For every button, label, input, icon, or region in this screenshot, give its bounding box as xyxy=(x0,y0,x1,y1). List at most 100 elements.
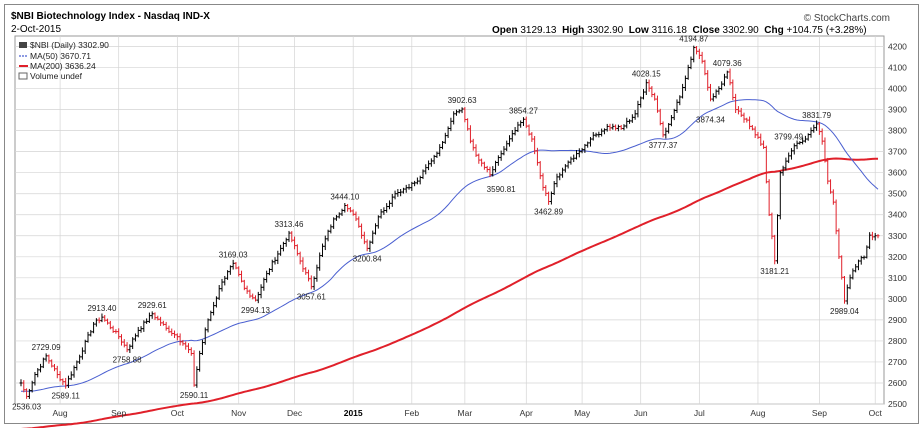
price-bar xyxy=(840,255,844,280)
price-bar xyxy=(466,118,470,131)
price-bar xyxy=(125,342,129,353)
price-bar xyxy=(173,330,177,338)
price-bar xyxy=(33,371,37,386)
x-tick-label: Feb xyxy=(404,408,419,418)
close-label: Close xyxy=(692,25,720,36)
x-tick-label: Sep xyxy=(111,408,126,418)
price-bar xyxy=(415,177,419,185)
price-bar xyxy=(709,83,713,102)
price-bar xyxy=(50,359,54,368)
x-tick-label: 2015 xyxy=(344,408,363,418)
legend-ma50: MA(50) 3670.71 xyxy=(30,51,91,61)
price-bar xyxy=(106,318,110,325)
price-bar xyxy=(566,160,570,169)
price-bar xyxy=(703,59,707,76)
price-bar xyxy=(44,353,48,362)
price-bar xyxy=(759,133,763,146)
price-annotation: 2913.40 xyxy=(87,304,116,313)
y-tick-label: 4000 xyxy=(888,84,907,94)
price-bar xyxy=(195,366,199,388)
price-bar xyxy=(346,203,350,212)
price-annotation: 3462.89 xyxy=(534,207,563,216)
price-bar xyxy=(438,144,442,157)
price-bar xyxy=(728,68,732,86)
legend-price-swatch xyxy=(19,42,27,48)
price-bar xyxy=(429,158,433,167)
price-bar xyxy=(672,108,676,121)
chart-date: 2-Oct-2015 xyxy=(11,24,62,35)
y-tick-label: 3000 xyxy=(888,294,907,304)
price-bar xyxy=(535,147,539,166)
price-bar xyxy=(692,45,696,63)
price-bar xyxy=(552,181,556,196)
y-tick-label: 2500 xyxy=(888,399,907,409)
y-tick-label: 3500 xyxy=(888,189,907,199)
price-bar xyxy=(83,339,87,355)
price-bar xyxy=(192,350,196,387)
price-bar xyxy=(650,86,654,98)
price-bar xyxy=(108,320,112,330)
price-bar xyxy=(167,325,171,334)
ma50-series xyxy=(21,99,879,392)
price-bar xyxy=(228,265,232,275)
price-bar xyxy=(212,301,216,316)
price-bar xyxy=(357,216,361,228)
chart-title: $NBI Biotechnology Index - Nasdaq IND-X xyxy=(11,11,210,22)
x-tick-label: Jun xyxy=(634,408,648,418)
legend-volume-swatch xyxy=(18,72,28,80)
price-bar xyxy=(189,347,193,356)
price-bar xyxy=(407,183,411,190)
price-bar xyxy=(309,275,313,290)
price-bar xyxy=(248,289,252,298)
price-bar xyxy=(279,244,283,256)
price-bar xyxy=(159,316,163,326)
price-bar xyxy=(251,293,255,300)
price-bar xyxy=(868,232,872,250)
price-bar xyxy=(561,167,565,178)
price-bar xyxy=(725,70,729,79)
price-bar xyxy=(597,131,601,138)
chg-value: +104.75 (+3.28%) xyxy=(786,25,867,36)
price-bar xyxy=(52,363,56,372)
price-bar xyxy=(809,127,813,138)
price-bar xyxy=(184,341,188,350)
price-bar xyxy=(145,318,149,324)
price-bar xyxy=(547,191,551,205)
price-bar xyxy=(463,107,467,123)
price-bar xyxy=(706,70,710,91)
price-bar xyxy=(150,311,154,319)
price-bar xyxy=(170,328,174,336)
price-bar xyxy=(655,95,659,113)
price-bar xyxy=(460,107,464,114)
price-bar xyxy=(340,208,344,216)
price-bar xyxy=(776,214,780,264)
price-annotation: 2989.04 xyxy=(830,307,859,316)
price-bar xyxy=(186,343,190,354)
price-bar xyxy=(75,360,79,371)
price-bar xyxy=(245,285,249,294)
price-annotation: 2929.61 xyxy=(138,301,167,310)
open-value: 3129.13 xyxy=(520,25,557,36)
price-bar xyxy=(524,116,528,129)
x-axis: Aug Sep Oct Nov Dec 2015 Feb Mar Apr May Jun Jul Aug… xyxy=(53,408,883,418)
price-bar xyxy=(231,259,235,270)
price-annotation: 3854.27 xyxy=(509,106,538,115)
price-annotation: 2536.03 xyxy=(12,402,41,411)
price-bar xyxy=(625,117,629,129)
price-annotation: 2994.13 xyxy=(241,306,270,315)
price-bar xyxy=(636,100,640,118)
price-bar xyxy=(72,365,76,378)
price-bars xyxy=(19,45,880,399)
price-bar xyxy=(374,223,378,235)
price-bar xyxy=(424,164,428,175)
price-bar xyxy=(234,262,238,270)
brand-logo[interactable]: © StockCharts.com xyxy=(803,13,890,24)
y-tick-label: 3800 xyxy=(888,126,907,136)
y-tick-label: 3400 xyxy=(888,210,907,220)
price-bar xyxy=(653,92,657,101)
grid xyxy=(15,36,884,405)
legend-ma200: MA(200) 3636.24 xyxy=(30,61,96,71)
price-annotation: 3200.84 xyxy=(353,254,382,263)
price-bar xyxy=(206,318,210,333)
price-bar xyxy=(516,121,520,132)
